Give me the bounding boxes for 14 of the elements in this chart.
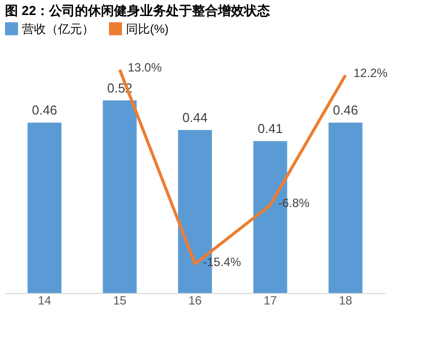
data-label: 12.2% (353, 66, 388, 80)
x-tick-label: 15 (113, 294, 127, 308)
legend-label: 营收（亿元） (22, 22, 94, 36)
x-tick-label: 14 (38, 294, 52, 308)
data-label: 13.0% (128, 60, 162, 75)
legend-label: 同比(%) (126, 22, 169, 36)
data-label: 0.46 (32, 102, 58, 118)
x-tick-label: 17 (264, 294, 278, 308)
data-label: 0.41 (258, 121, 283, 136)
x-tick-label: 16 (188, 294, 202, 308)
x-tick-label: 18 (338, 294, 352, 308)
data-label: 0.46 (332, 102, 358, 118)
data-label: 0.44 (182, 110, 208, 126)
chart-title: 图 22：公司的休闲健身业务处于整合增效状态 (5, 3, 272, 18)
